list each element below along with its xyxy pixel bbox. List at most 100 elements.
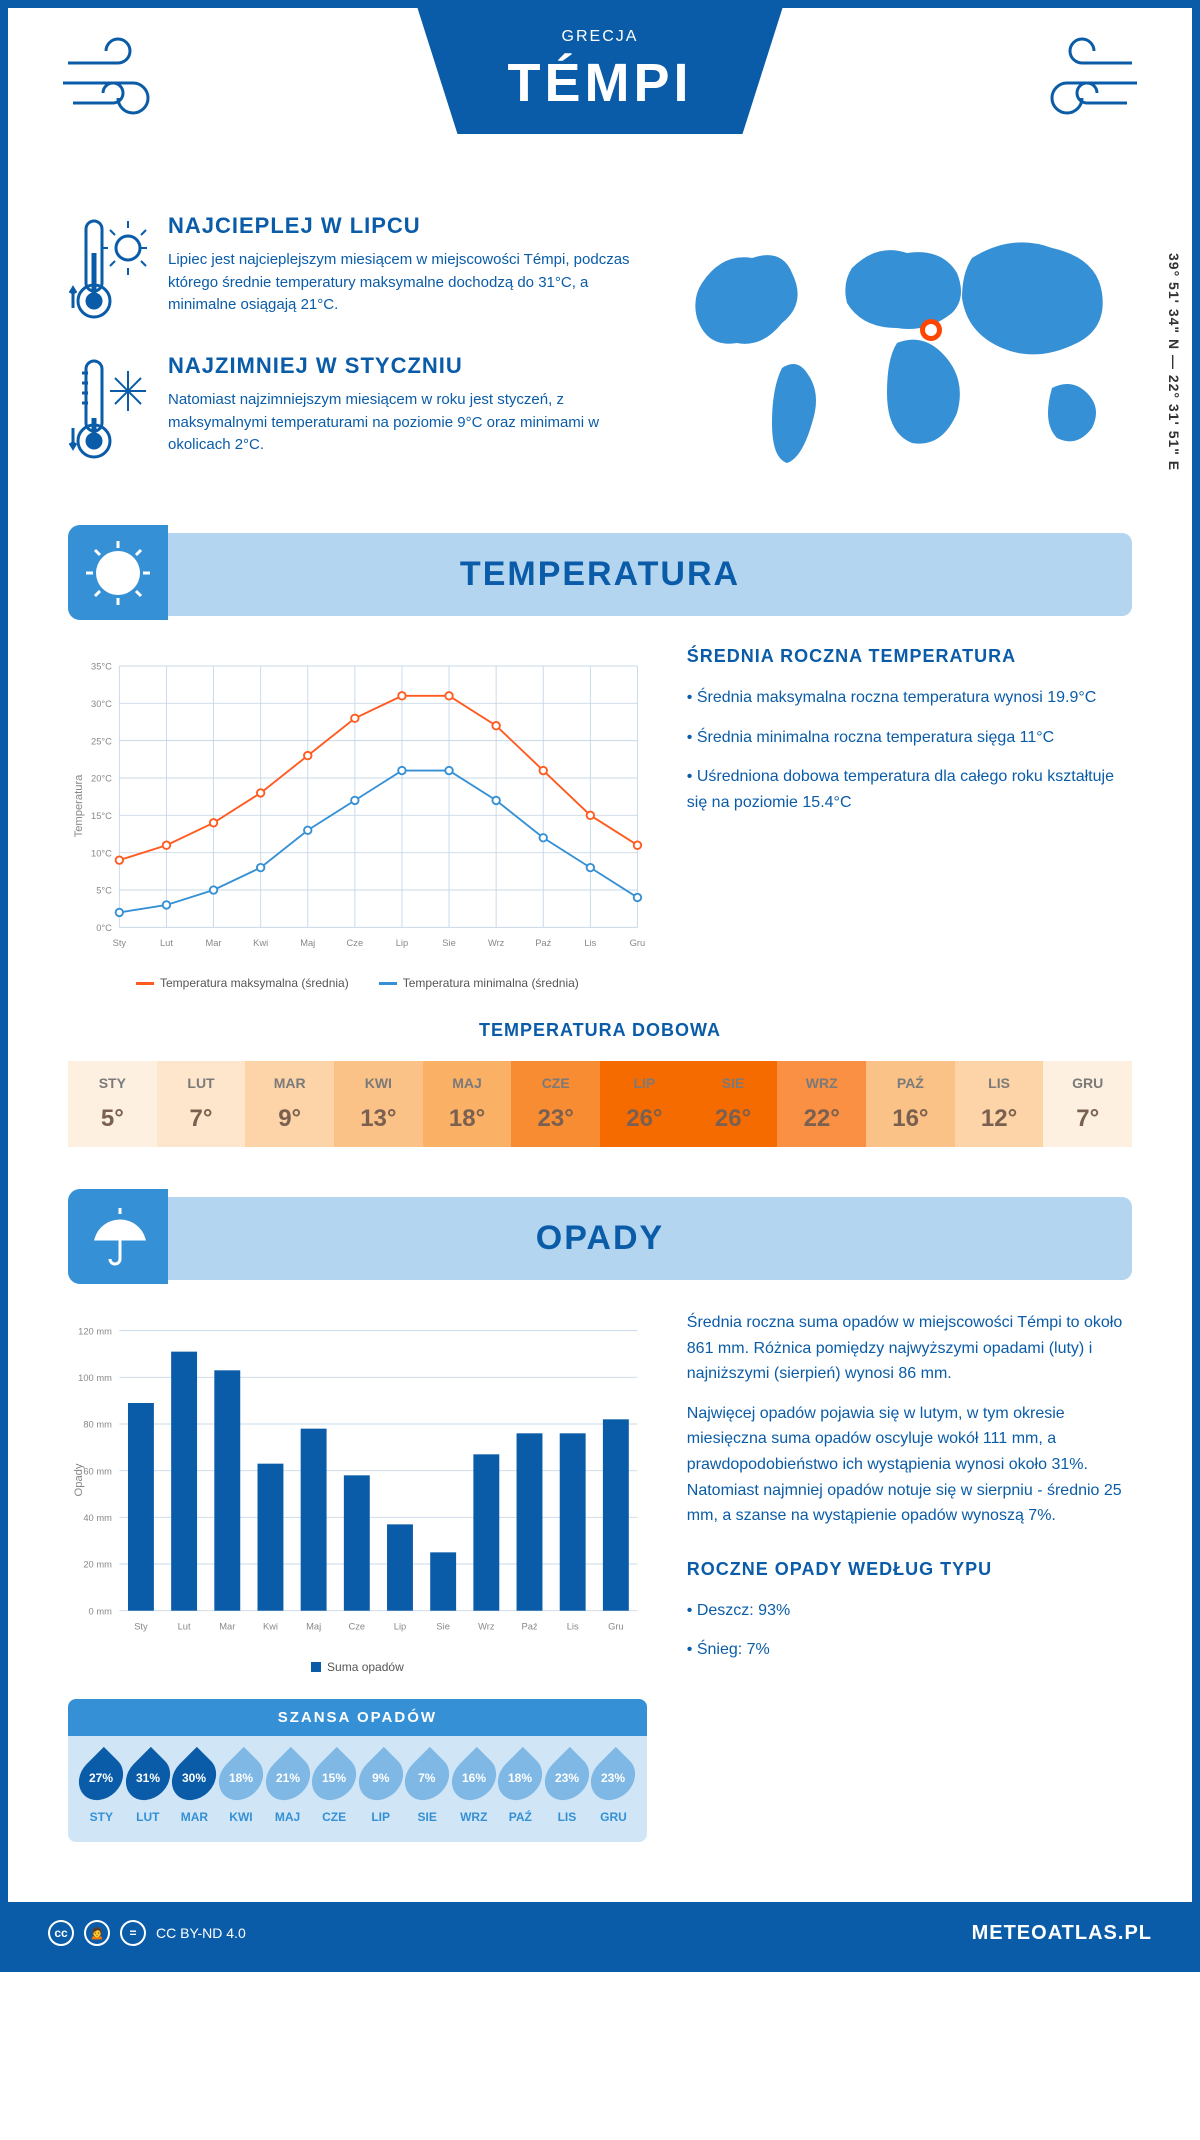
daily-temp-cell: MAR9° (245, 1061, 334, 1147)
temperature-section-header: TEMPERATURA (68, 533, 1132, 616)
header: TÉMPI GRECJA (8, 8, 1192, 183)
chance-drop: 31%LUT (128, 1754, 168, 1824)
coldest-block: NAJZIMNIEJ W STYCZNIU Natomiast najzimni… (68, 353, 632, 463)
hottest-block: NAJCIEPLEJ W LIPCU Lipiec jest najcieple… (68, 213, 632, 323)
cc-icon: cc (48, 1920, 74, 1946)
summary-row: NAJCIEPLEJ W LIPCU Lipiec jest najcieple… (68, 213, 1132, 493)
daily-temp-cell: MAJ18° (423, 1061, 512, 1147)
temperature-chart: 0°C5°C10°C15°C20°C25°C30°C35°CStyLutMarK… (68, 646, 647, 990)
world-map: 39° 51' 34" N — 22° 31' 51" E (672, 213, 1132, 493)
daily-temp-heading: TEMPERATURA DOBOWA (68, 1020, 1132, 1041)
svg-text:Maj: Maj (306, 1621, 321, 1631)
license-badges: cc 🙍 = CC BY-ND 4.0 (48, 1920, 246, 1946)
svg-text:Cze: Cze (347, 938, 364, 948)
chance-drop: 16%WRZ (454, 1754, 494, 1824)
svg-text:10°C: 10°C (91, 848, 112, 858)
chance-drop: 7%SIE (407, 1754, 447, 1824)
svg-text:20 mm: 20 mm (83, 1560, 112, 1570)
svg-text:40 mm: 40 mm (83, 1513, 112, 1523)
daily-temp-cell: PAŹ16° (866, 1061, 955, 1147)
svg-text:0°C: 0°C (96, 923, 112, 933)
coldest-title: NAJZIMNIEJ W STYCZNIU (168, 353, 632, 379)
svg-text:Kwi: Kwi (263, 1621, 278, 1631)
svg-text:15°C: 15°C (91, 811, 112, 821)
world-map-svg (672, 213, 1132, 473)
precip-chart-legend: Suma opadów (68, 1660, 647, 1674)
svg-text:Lip: Lip (396, 938, 408, 948)
svg-text:80 mm: 80 mm (83, 1420, 112, 1430)
chance-drop: 18%KWI (221, 1754, 261, 1824)
svg-text:5°C: 5°C (96, 886, 112, 896)
precipitation-chance-panel: SZANSA OPADÓW 27%STY31%LUT30%MAR18%KWI21… (68, 1699, 647, 1842)
page-title: TÉMPI (507, 52, 692, 114)
chance-heading: SZANSA OPADÓW (68, 1699, 647, 1736)
precipitation-text: Średnia roczna suma opadów w miejscowośc… (687, 1310, 1132, 1842)
daily-temp-cell: WRZ22° (777, 1061, 866, 1147)
svg-text:Sty: Sty (134, 1621, 148, 1631)
wind-icon-right (1032, 33, 1142, 123)
svg-text:Gru: Gru (608, 1621, 624, 1631)
svg-text:Sie: Sie (436, 1621, 449, 1631)
svg-text:Maj: Maj (300, 938, 315, 948)
temperature-stats: ŚREDNIA ROCZNA TEMPERATURA • Średnia mak… (687, 646, 1132, 990)
coordinates: 39° 51' 34" N — 22° 31' 51" E (1166, 253, 1182, 471)
precipitation-heading: OPADY (536, 1219, 664, 1258)
chance-drop: 30%MAR (174, 1754, 214, 1824)
chance-drop: 9%LIP (361, 1754, 401, 1824)
svg-text:35°C: 35°C (91, 662, 112, 672)
title-banner: TÉMPI GRECJA (417, 8, 782, 134)
svg-text:Lip: Lip (394, 1621, 406, 1631)
daily-temp-cell: KWI13° (334, 1061, 423, 1147)
svg-text:Lut: Lut (178, 1621, 191, 1631)
svg-text:Sty: Sty (113, 938, 127, 948)
svg-text:100 mm: 100 mm (78, 1373, 112, 1383)
by-icon: 🙍 (84, 1920, 110, 1946)
chance-drop: 15%CZE (314, 1754, 354, 1824)
precipitation-chart: 0 mm 20 mm 40 mm 60 mm 80 mm 100 mm 120 mm Sty L… (68, 1310, 647, 1674)
chance-drop: 18%PAŹ (500, 1754, 540, 1824)
svg-text:Sie: Sie (442, 938, 455, 948)
precip-type-heading: ROCZNE OPADY WEDŁUG TYPU (687, 1559, 1132, 1580)
sun-icon (68, 525, 168, 620)
chance-drop: 27%STY (81, 1754, 121, 1824)
svg-text:Paź: Paź (535, 938, 551, 948)
license-text: CC BY-ND 4.0 (156, 1925, 246, 1941)
svg-text:Paź: Paź (521, 1621, 537, 1631)
precipitation-section-header: OPADY (68, 1197, 1132, 1280)
thermometer-cold-icon (68, 353, 148, 463)
svg-text:Opady: Opady (73, 1463, 85, 1496)
chance-drop: 23%LIS (547, 1754, 587, 1824)
svg-text:120 mm: 120 mm (78, 1326, 112, 1336)
chance-drop: 21%MAJ (268, 1754, 308, 1824)
daily-temp-cell: GRU7° (1043, 1061, 1132, 1147)
thermometer-hot-icon (68, 213, 148, 323)
daily-temp-cell: STY5° (68, 1061, 157, 1147)
svg-text:Mar: Mar (206, 938, 222, 948)
hottest-text: Lipiec jest najcieplejszym miesiącem w m… (168, 249, 632, 317)
svg-text:0 mm: 0 mm (89, 1606, 113, 1616)
daily-temp-cell: SIE26° (689, 1061, 778, 1147)
country-subtitle: GRECJA (507, 28, 692, 46)
svg-text:Lis: Lis (584, 938, 596, 948)
daily-temp-cell: LIP26° (600, 1061, 689, 1147)
svg-text:Kwi: Kwi (253, 938, 268, 948)
temp-chart-legend: Temperatura maksymalna (średnia) Tempera… (68, 976, 647, 990)
daily-temperature-table: STY5°LUT7°MAR9°KWI13°MAJ18°CZE23°LIP26°S… (68, 1061, 1132, 1147)
temperature-heading: TEMPERATURA (460, 555, 740, 594)
svg-text:20°C: 20°C (91, 774, 112, 784)
svg-text:Cze: Cze (349, 1621, 366, 1631)
footer: cc 🙍 = CC BY-ND 4.0 METEOATLAS.PL (8, 1902, 1192, 1964)
svg-text:Temperatura: Temperatura (73, 774, 85, 838)
daily-temp-cell: LIS12° (955, 1061, 1044, 1147)
svg-text:Lut: Lut (160, 938, 173, 948)
svg-text:Wrz: Wrz (488, 938, 505, 948)
hottest-title: NAJCIEPLEJ W LIPCU (168, 213, 632, 239)
footer-brand: METEOATLAS.PL (972, 1922, 1152, 1945)
wind-icon-left (58, 33, 168, 123)
umbrella-icon (68, 1189, 168, 1284)
nd-icon: = (120, 1920, 146, 1946)
svg-text:60 mm: 60 mm (83, 1466, 112, 1476)
chance-drop: 23%GRU (593, 1754, 633, 1824)
temp-stats-heading: ŚREDNIA ROCZNA TEMPERATURA (687, 646, 1132, 667)
svg-text:Wrz: Wrz (478, 1621, 495, 1631)
